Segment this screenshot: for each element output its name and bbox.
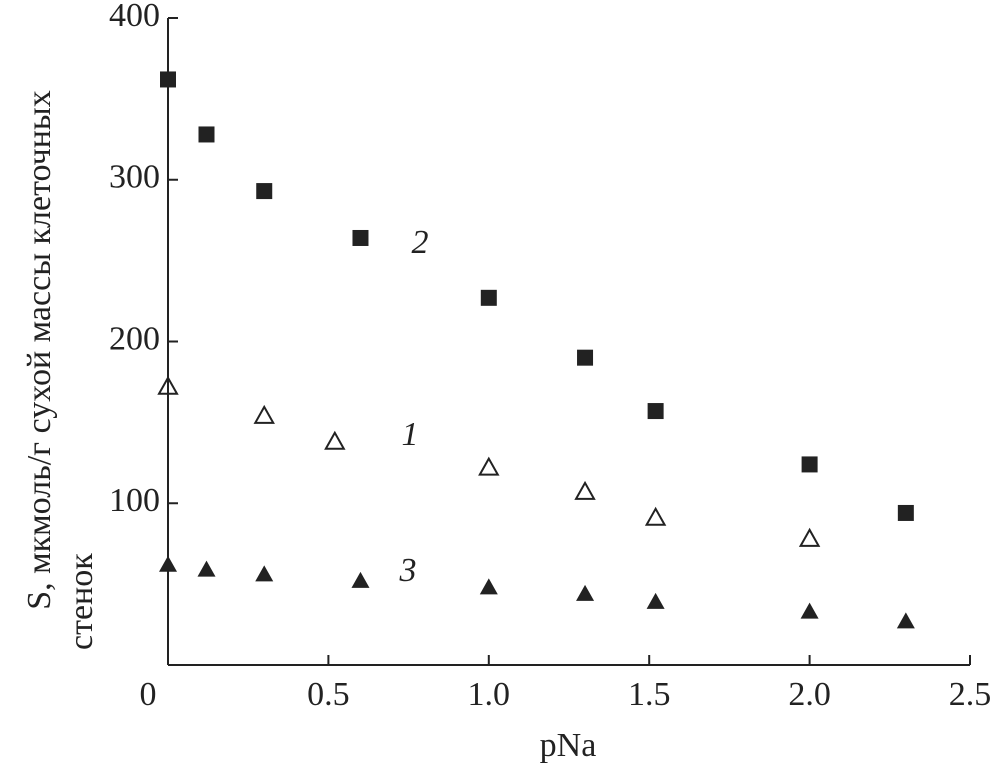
point [352,229,369,246]
x-axis-label: pNa [540,727,597,764]
y-tick-label: 200 [109,320,160,357]
point [479,578,498,595]
point [897,504,914,521]
point [198,126,215,143]
point [798,527,821,547]
series-label: 3 [399,552,417,589]
point [256,183,273,200]
y-axis-label: S, мкмоль/г сухой массы клеточных [21,90,58,610]
series-label: 1 [402,416,419,453]
point [644,506,667,526]
x-tick-label: 1.5 [628,676,671,713]
point [253,404,275,424]
point [480,289,497,306]
point [574,480,596,500]
point [197,560,216,577]
point [576,584,595,601]
point [160,71,176,88]
y-tick-label: 300 [109,159,160,196]
point [324,430,346,450]
point [351,571,370,588]
point [896,612,915,629]
point [647,403,664,420]
point [801,456,818,473]
point [255,565,274,582]
x-tick-label: 0.5 [307,676,350,713]
point [478,456,500,476]
y-tick-label: 400 [109,0,160,34]
point [646,592,665,609]
point [159,555,177,572]
x-tick-label: 2.0 [788,676,831,713]
x-tick-label: 2.5 [949,676,991,713]
x-tick-label: 1.0 [468,676,511,713]
series-label: 2 [412,224,429,261]
point [800,602,819,619]
point [157,375,179,395]
point [577,349,594,366]
y-tick-label: 100 [109,482,160,519]
y-axis-label: стенок [63,553,100,650]
x-tick-label: 0 [140,676,157,713]
